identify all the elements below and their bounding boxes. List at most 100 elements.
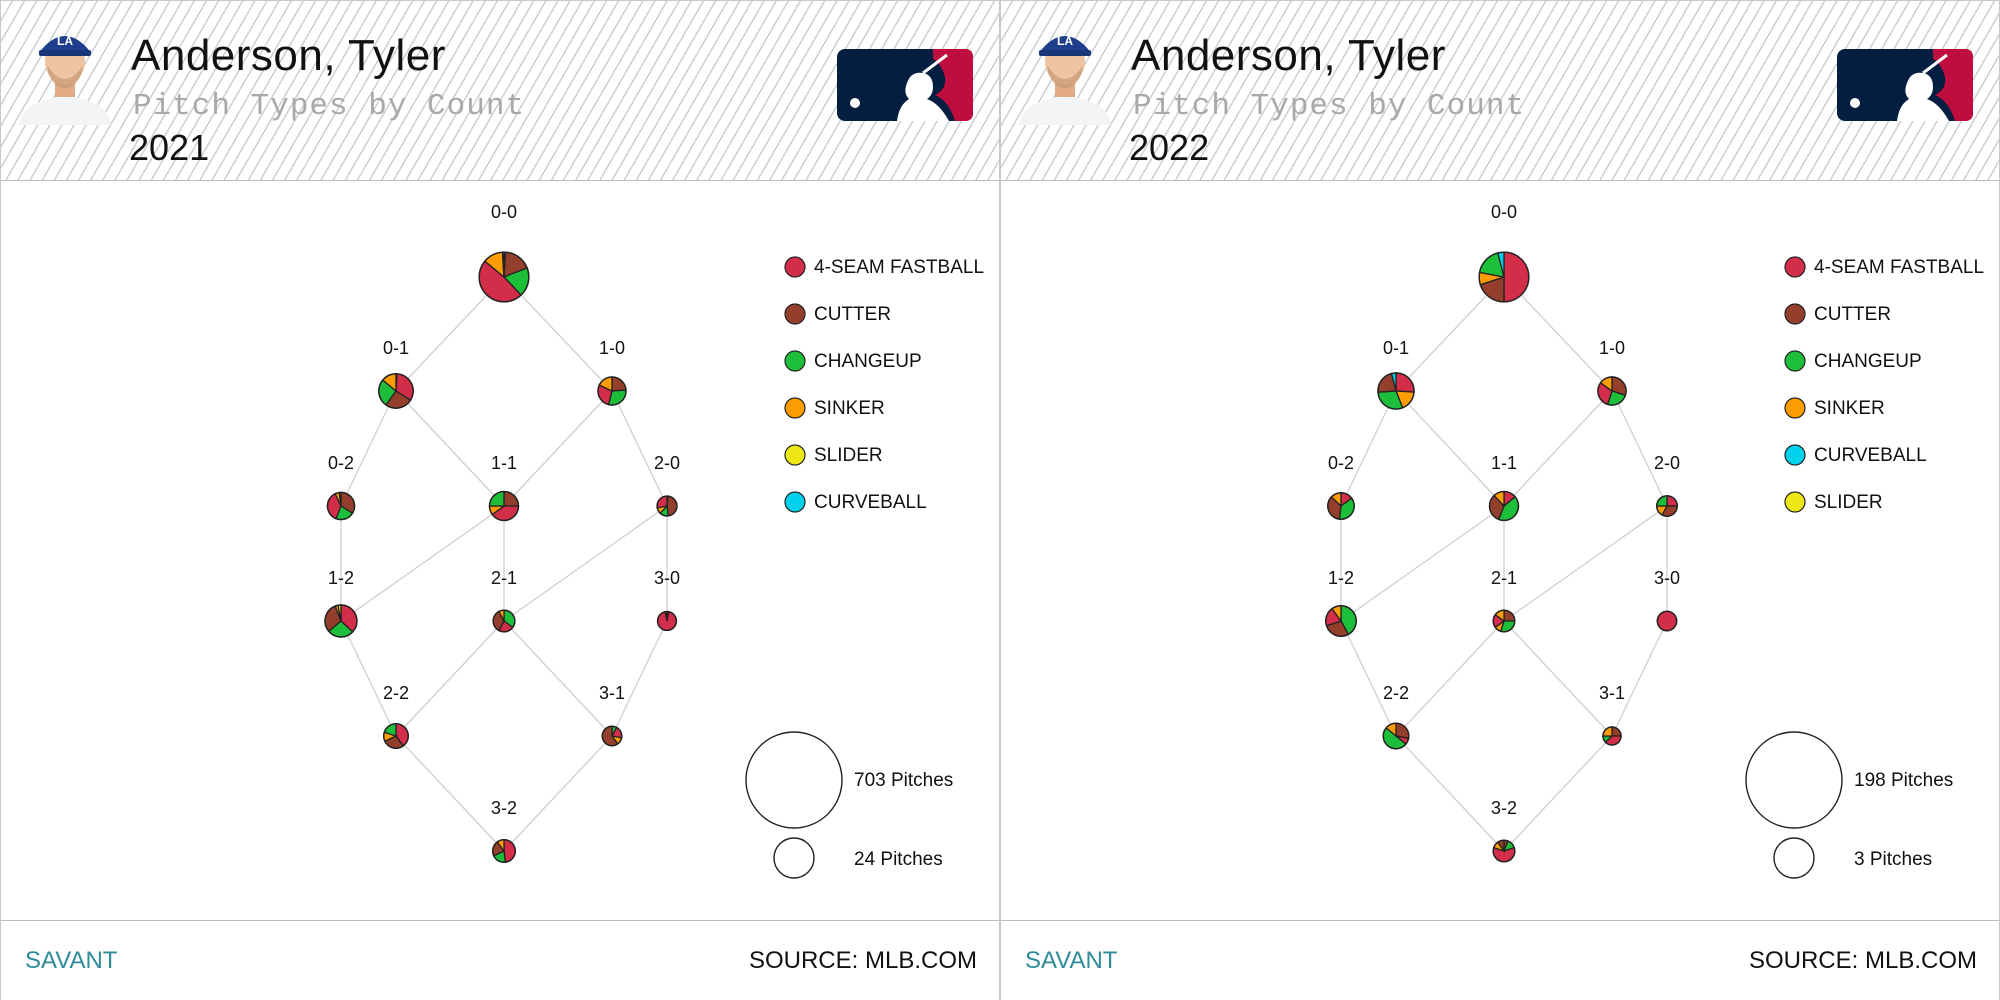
count-edge bbox=[1340, 505, 1505, 622]
count-label: 2-2 bbox=[383, 683, 409, 703]
legend-swatch bbox=[784, 350, 806, 372]
savant-link[interactable]: SAVANT bbox=[25, 947, 118, 974]
savant-link[interactable]: SAVANT bbox=[1025, 947, 1118, 974]
legend-swatch bbox=[784, 303, 806, 325]
count-edge bbox=[1395, 620, 1505, 737]
count-edge bbox=[1611, 620, 1668, 737]
legend-swatch bbox=[784, 491, 806, 513]
panel-footer: SAVANT SOURCE: MLB.COM bbox=[1001, 920, 1999, 1000]
count-label: 1-0 bbox=[599, 338, 625, 358]
count-edge bbox=[503, 620, 613, 737]
count-edge bbox=[1395, 735, 1505, 852]
count-edge bbox=[503, 505, 668, 622]
count-label: 0-1 bbox=[1383, 338, 1409, 358]
pie-outline bbox=[1488, 490, 1520, 522]
count-edge bbox=[1503, 505, 1668, 622]
count-label: 2-1 bbox=[1491, 568, 1517, 588]
count-edge bbox=[395, 620, 505, 737]
count-pie-3-1 bbox=[601, 725, 623, 747]
panel-2022: LA Anderson, Tyler Pitch Types by Count … bbox=[1000, 0, 2000, 1000]
count-pie-2-0 bbox=[1656, 495, 1678, 517]
pie-outline bbox=[1656, 610, 1678, 632]
count-pie-3-2 bbox=[491, 838, 517, 864]
count-label: 2-1 bbox=[491, 568, 517, 588]
legend-label: SINKER bbox=[1814, 398, 1885, 419]
legend-swatch bbox=[1784, 397, 1806, 419]
pie-outline bbox=[656, 495, 678, 517]
count-label: 1-0 bbox=[1599, 338, 1625, 358]
legend-swatch bbox=[784, 397, 806, 419]
count-edge bbox=[1503, 620, 1613, 737]
legend-swatch bbox=[1784, 444, 1806, 466]
legend-swatch bbox=[1784, 303, 1806, 325]
count-pie-1-2 bbox=[1325, 605, 1357, 637]
count-pie-0-0 bbox=[478, 251, 530, 303]
svg-text:LA: LA bbox=[1057, 34, 1073, 48]
pitch-count-chart: 0-0 0-1 1-0 0-2 1-1 2-0 1-2 2-1 3-0 2-2 3-1 3-2 4-SE… bbox=[1325, 202, 1984, 879]
pie-outline bbox=[383, 723, 409, 749]
count-label: 0-0 bbox=[1491, 202, 1517, 222]
count-pie-2-0 bbox=[656, 495, 678, 517]
size-legend-small bbox=[773, 837, 815, 879]
count-edge bbox=[503, 735, 613, 852]
pie-outline bbox=[1382, 722, 1410, 750]
count-edge bbox=[503, 276, 613, 392]
size-legend-large-label: 703 Pitches bbox=[854, 770, 953, 791]
count-label: 0-0 bbox=[491, 202, 517, 222]
pie-outline bbox=[1492, 609, 1516, 633]
count-label: 1-1 bbox=[491, 453, 517, 473]
source-label: SOURCE: MLB.COM bbox=[1748, 947, 1977, 974]
chart-subtitle: Pitch Types by Count bbox=[1133, 89, 1526, 124]
pie-outline bbox=[1327, 492, 1355, 520]
count-pie-1-1 bbox=[488, 490, 520, 522]
count-edge bbox=[1340, 620, 1397, 737]
count-pie-2-2 bbox=[383, 723, 409, 749]
legend-label: 4-SEAM FASTBALL bbox=[1814, 257, 1984, 278]
legend-label: CUTTER bbox=[814, 304, 891, 325]
pie-outline bbox=[492, 609, 516, 633]
count-label: 3-2 bbox=[1491, 798, 1517, 818]
count-label: 1-2 bbox=[1328, 568, 1354, 588]
legend-label: SINKER bbox=[814, 398, 885, 419]
count-edge bbox=[503, 390, 613, 507]
count-label: 3-0 bbox=[1654, 568, 1680, 588]
count-pie-1-0 bbox=[597, 376, 627, 406]
count-pie-3-2 bbox=[1492, 839, 1516, 863]
pie-outline bbox=[1492, 839, 1516, 863]
count-label: 0-1 bbox=[383, 338, 409, 358]
pie-outline bbox=[656, 610, 678, 632]
count-edge bbox=[611, 620, 668, 737]
legend-label: CHANGEUP bbox=[814, 351, 922, 372]
count-edge bbox=[340, 505, 505, 622]
svg-text:LA: LA bbox=[57, 34, 73, 48]
pie-outline bbox=[597, 376, 627, 406]
size-legend-large-label: 198 Pitches bbox=[1854, 770, 1953, 791]
count-label: 2-0 bbox=[1654, 453, 1680, 473]
count-edge bbox=[395, 735, 505, 852]
panel-header: LA Anderson, Tyler Pitch Types by Count … bbox=[1, 1, 999, 181]
count-label: 3-2 bbox=[491, 798, 517, 818]
pie-outline bbox=[378, 373, 414, 409]
pie-outline bbox=[324, 604, 358, 638]
count-pie-0-2 bbox=[326, 491, 356, 521]
count-edge bbox=[1503, 390, 1613, 507]
pie-outline bbox=[1325, 605, 1357, 637]
player-headshot-icon: LA bbox=[1019, 34, 1111, 125]
pie-outline bbox=[1377, 372, 1415, 410]
pie-outline bbox=[488, 490, 520, 522]
panel-footer: SAVANT SOURCE: MLB.COM bbox=[1, 920, 999, 1000]
count-label: 1-1 bbox=[1491, 453, 1517, 473]
count-pie-3-1 bbox=[1602, 726, 1622, 746]
count-label: 3-1 bbox=[1599, 683, 1625, 703]
panel-header: LA Anderson, Tyler Pitch Types by Count … bbox=[1001, 1, 1999, 181]
count-edge bbox=[1503, 276, 1613, 392]
pie-slice bbox=[1503, 251, 1530, 303]
legend-swatch bbox=[784, 256, 806, 278]
pie-outline bbox=[491, 838, 517, 864]
count-label: 3-1 bbox=[599, 683, 625, 703]
count-edge bbox=[340, 390, 397, 507]
count-label: 3-0 bbox=[654, 568, 680, 588]
count-pie-0-1 bbox=[378, 373, 414, 409]
count-edge bbox=[611, 390, 668, 507]
count-edge bbox=[340, 620, 397, 737]
